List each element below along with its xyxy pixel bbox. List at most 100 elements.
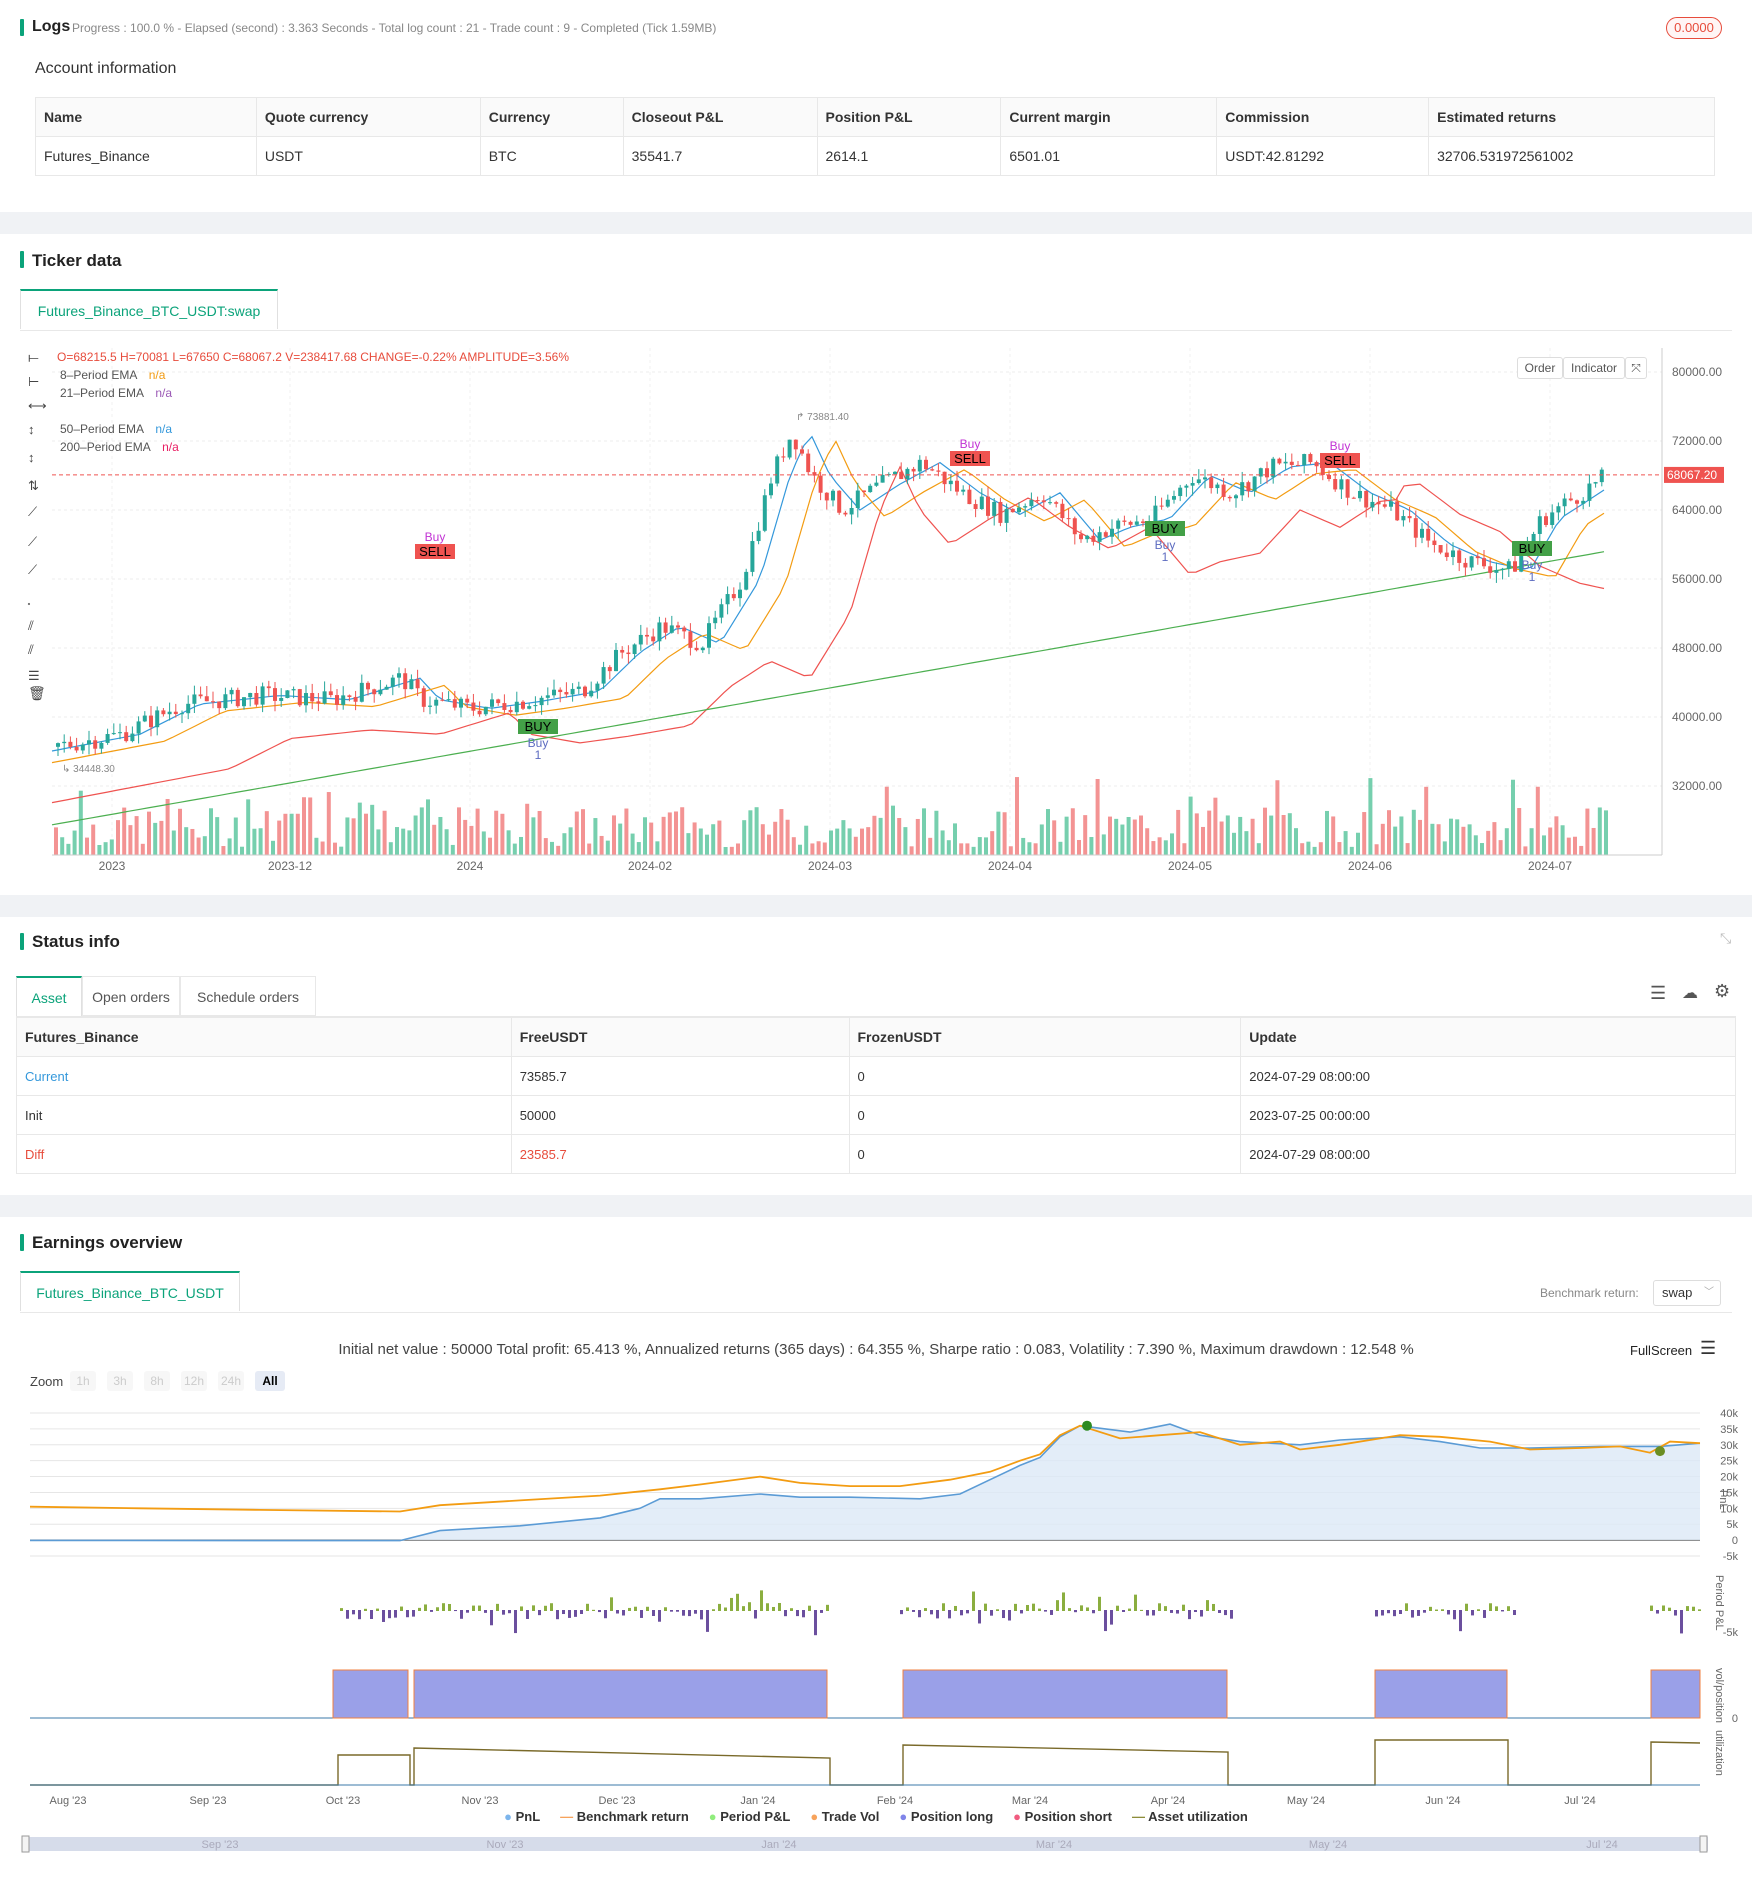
legend-marker-icon: ● <box>899 1809 911 1824</box>
candle-body <box>1128 521 1133 525</box>
volume-bar <box>754 807 759 855</box>
volume-bar <box>1300 843 1305 855</box>
volume-bar <box>1052 820 1057 855</box>
volume-bar <box>91 824 96 855</box>
signal-box <box>415 544 455 559</box>
legend-item[interactable]: ● PnL <box>504 1809 540 1824</box>
volume-bar <box>1114 818 1119 855</box>
candle-body <box>831 490 835 501</box>
volume-bar <box>190 828 195 855</box>
volume-bar <box>866 827 871 855</box>
volume-bar <box>1325 810 1329 855</box>
fullscreen-button[interactable]: FullScreen <box>1630 1343 1693 1358</box>
candle-body <box>1463 562 1468 568</box>
x-tick-label: Oct '23 <box>326 1795 361 1807</box>
order-button[interactable]: Order <box>1517 357 1563 379</box>
volume-bar <box>1411 809 1416 855</box>
legend-item[interactable]: ● Trade Vol <box>810 1809 879 1824</box>
period-bar <box>820 1610 823 1613</box>
period-bar <box>1387 1610 1390 1614</box>
benchmark-select[interactable]: swap ﹀ <box>1653 1280 1721 1306</box>
tab-earnings-symbol[interactable]: Futures_Binance_BTC_USDT <box>20 1271 240 1311</box>
zoom-24h-button[interactable]: 24h <box>218 1371 244 1391</box>
expand-icon[interactable]: ⤧ <box>1625 357 1647 379</box>
list-icon[interactable]: ☰ <box>1650 983 1667 1003</box>
settings-gear-icon[interactable]: ⚙ <box>1714 981 1731 1001</box>
tab-ticker-symbol[interactable]: Futures_Binance_BTC_USDT:swap <box>20 289 278 329</box>
ema-line-slow <box>51 465 1605 804</box>
volume-bar <box>1504 828 1509 855</box>
volume-bar <box>674 811 678 855</box>
earnings-summary: Initial net value : 50000 Total profit: … <box>338 1341 1414 1358</box>
volume-bar <box>277 820 282 855</box>
volume-bar <box>1523 846 1528 855</box>
y-tick-label: 40000.00 <box>1672 710 1722 724</box>
volume-bar <box>407 830 412 855</box>
indicator-button[interactable]: Indicator <box>1563 357 1625 379</box>
volume-bar <box>1387 810 1391 855</box>
asset-header-cell: Futures_Binance <box>16 1017 512 1057</box>
volume-bar <box>1225 815 1230 855</box>
zoom-12h-button[interactable]: 12h <box>181 1371 207 1391</box>
candle-body <box>806 453 811 473</box>
tab-schedule-orders[interactable]: Schedule orders <box>180 976 316 1016</box>
navigator-label: May '24 <box>1309 1839 1347 1851</box>
candlestick-chart[interactable]: BuySELLBUYBuy1BuySELLBUYBuy1BuySELLBUYBu… <box>0 340 1752 900</box>
period-bar <box>376 1608 379 1611</box>
candle-body <box>415 679 420 689</box>
period-bar <box>748 1602 751 1611</box>
account-header-cell: Name <box>35 97 257 137</box>
candle-body <box>1190 483 1195 486</box>
volume-bar <box>469 825 474 855</box>
drawing-tool-icon: ↕ <box>28 422 35 437</box>
volume-bar <box>748 810 753 855</box>
volume-bar <box>376 829 381 855</box>
legend-item[interactable]: ● Period P&L <box>709 1809 791 1824</box>
legend-name: 21–Period EMA <box>60 386 145 400</box>
earnings-chart[interactable]: 40k35k30k25k20k15k10k5k0-5kPnL-5kPeriod … <box>0 1400 1752 1880</box>
legend-item[interactable]: ● Position long <box>899 1809 993 1824</box>
candle-body <box>694 647 699 651</box>
volume-bar <box>593 818 598 855</box>
period-bar <box>1146 1610 1149 1616</box>
menu-icon[interactable]: ☰ <box>1700 1338 1717 1358</box>
pnl-tick-label: 40k <box>1720 1408 1738 1420</box>
period-bar <box>960 1610 963 1616</box>
navigator-handle-right <box>1699 1835 1708 1853</box>
tab-open-orders[interactable]: Open orders <box>82 976 180 1016</box>
navigator-label: Mar '24 <box>1036 1839 1072 1851</box>
candle-body <box>1531 533 1536 544</box>
cloud-download-icon[interactable]: ☁ <box>1682 985 1698 1002</box>
zoom-3h-button[interactable]: 3h <box>107 1371 133 1391</box>
volume-bar <box>1430 823 1435 855</box>
volume-bar <box>295 813 300 855</box>
zoom-1h-button[interactable]: 1h <box>70 1371 96 1391</box>
candle-body <box>1333 479 1338 490</box>
candle-body <box>862 490 866 493</box>
legend-item[interactable]: — Benchmark return <box>560 1809 689 1824</box>
legend-item[interactable]: ● Position short <box>1013 1809 1112 1824</box>
period-bar <box>574 1610 577 1617</box>
collapse-icon[interactable]: ⤡ <box>1720 930 1732 946</box>
candle-body <box>893 471 897 475</box>
period-bar <box>984 1603 987 1611</box>
zoom-All-button[interactable]: All <box>255 1371 285 1391</box>
volume-bar <box>736 843 740 855</box>
legend-item[interactable]: — Asset utilization <box>1132 1809 1248 1824</box>
candle-body <box>1035 500 1040 502</box>
period-bar <box>1483 1610 1486 1618</box>
volume-bar <box>302 797 306 855</box>
zoom-8h-button[interactable]: 8h <box>144 1371 170 1391</box>
volume-bar <box>171 830 176 855</box>
candle-body <box>1506 561 1511 569</box>
period-bar <box>436 1607 439 1611</box>
volume-bar <box>240 846 244 855</box>
candle-body <box>874 482 879 486</box>
tab-asset[interactable]: Asset <box>16 976 82 1016</box>
period-bar <box>736 1593 739 1611</box>
volume-bar <box>791 837 796 855</box>
candle-body <box>638 634 643 645</box>
volume-bar <box>147 811 151 855</box>
candle-body <box>1358 490 1362 499</box>
candle-body <box>521 701 525 709</box>
